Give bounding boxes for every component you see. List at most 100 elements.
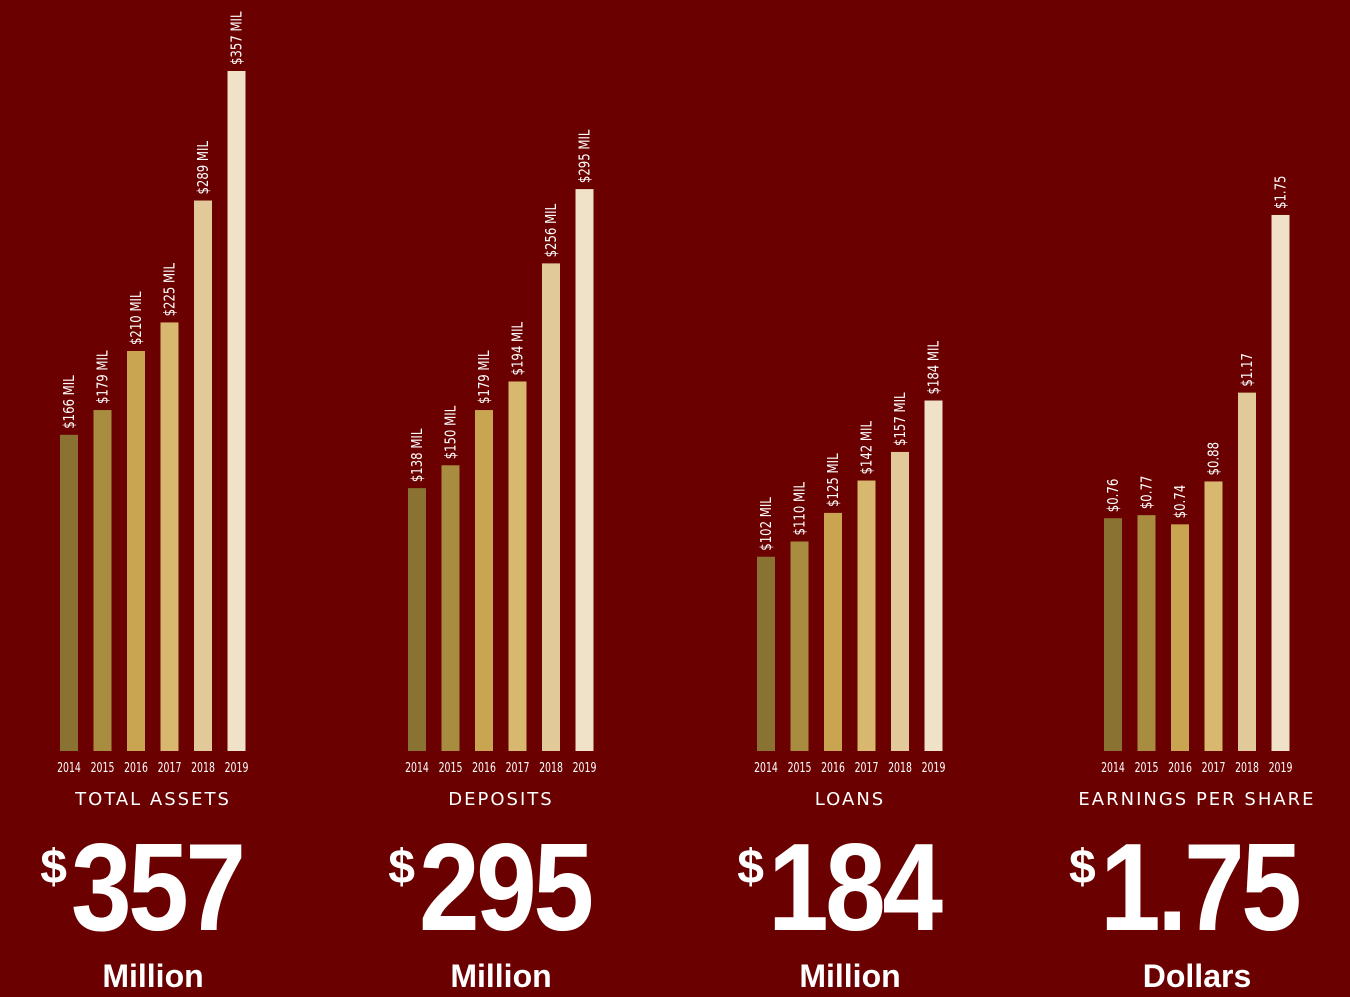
tick-label: 2014 bbox=[1101, 759, 1125, 775]
tick-label: 2016 bbox=[124, 759, 148, 775]
tick-label: 2019 bbox=[922, 759, 946, 775]
bar-2015 bbox=[1137, 515, 1156, 751]
bar-2018 bbox=[194, 200, 212, 751]
tick-label: 2019 bbox=[1269, 759, 1293, 775]
currency-symbol: $ bbox=[388, 841, 415, 894]
bar-2014 bbox=[60, 434, 78, 751]
tick-label: 2019 bbox=[225, 759, 249, 775]
tick-label: 2018 bbox=[1235, 759, 1259, 775]
tick-label: 2018 bbox=[888, 759, 912, 775]
total-assets-bars: 2014 $166 MIL 2015 $179 MIL 2016 $210 MIL 2017… bbox=[57, 11, 249, 775]
earnings-per-share-bars: 2014 $0.76 2015 $0.77 2016 $0.74 2017 $0.88 2018… bbox=[1101, 175, 1293, 775]
deposits-unit: Million bbox=[450, 958, 552, 994]
bar-2019 bbox=[575, 189, 594, 752]
bar-2015 bbox=[441, 465, 460, 751]
headline-value: 184 bbox=[767, 819, 943, 957]
bar-2018 bbox=[891, 451, 909, 751]
data-label: $256 MIL bbox=[544, 203, 561, 257]
data-label: $210 MIL bbox=[129, 291, 146, 345]
data-label: $1.75 bbox=[1273, 175, 1290, 208]
loans-label: LOANS bbox=[814, 789, 886, 810]
tick-label: 2014 bbox=[754, 759, 778, 775]
data-label: $357 MIL bbox=[229, 11, 246, 65]
data-label: $110 MIL bbox=[792, 482, 809, 536]
bar-2017 bbox=[857, 480, 876, 751]
bar-2014 bbox=[1104, 518, 1122, 751]
currency-symbol: $ bbox=[737, 841, 764, 894]
tick-label: 2017 bbox=[506, 759, 530, 775]
tick-label: 2019 bbox=[573, 759, 597, 775]
data-label: $0.77 bbox=[1139, 476, 1156, 509]
earnings-per-share-chart: 2014 $0.76 2015 $0.77 2016 $0.74 2017 $0.88 2018… bbox=[1047, 0, 1347, 997]
data-label: $142 MIL bbox=[859, 421, 876, 475]
bar-2016 bbox=[475, 410, 493, 751]
total-assets-label: TOTAL ASSETS bbox=[75, 789, 231, 810]
tick-label: 2017 bbox=[158, 759, 182, 775]
headline-value: 357 bbox=[70, 819, 246, 957]
bar-2015 bbox=[93, 410, 112, 751]
bar-2017 bbox=[1204, 481, 1223, 751]
loans-unit: Million bbox=[799, 958, 901, 994]
tick-label: 2015 bbox=[1135, 759, 1159, 775]
tick-label: 2017 bbox=[855, 759, 879, 775]
data-label: $289 MIL bbox=[196, 141, 213, 195]
headline-value: 295 bbox=[418, 819, 594, 957]
total-assets-headline: $357 bbox=[3, 826, 303, 950]
data-label: $138 MIL bbox=[410, 428, 427, 482]
data-label: $157 MIL bbox=[893, 392, 910, 446]
bar-2016 bbox=[824, 512, 842, 751]
bar-2019 bbox=[227, 71, 246, 751]
data-label: $295 MIL bbox=[577, 129, 594, 183]
data-label: $184 MIL bbox=[926, 341, 943, 395]
data-label: $0.76 bbox=[1106, 479, 1123, 512]
loans-headline: $184 bbox=[700, 826, 1000, 950]
bar-2019 bbox=[924, 400, 943, 751]
loans-chart: 2014 $102 MIL 2015 $110 MIL 2016 $125 MIL 2017… bbox=[700, 0, 1000, 997]
currency-symbol: $ bbox=[1068, 841, 1096, 894]
tick-label: 2016 bbox=[472, 759, 496, 775]
bar-2014 bbox=[408, 488, 426, 751]
bar-2016 bbox=[1171, 524, 1189, 751]
bar-2019 bbox=[1271, 214, 1290, 751]
deposits-label: DEPOSITS bbox=[448, 789, 554, 810]
bar-2017 bbox=[160, 322, 179, 751]
loans-bars: 2014 $102 MIL 2015 $110 MIL 2016 $125 MIL 2017… bbox=[754, 341, 946, 776]
deposits-headline: $295 bbox=[351, 826, 651, 950]
bar-2017 bbox=[508, 381, 527, 751]
tick-label: 2014 bbox=[405, 759, 429, 775]
tick-label: 2015 bbox=[439, 759, 463, 775]
data-label: $102 MIL bbox=[759, 497, 776, 551]
deposits-chart: 2014 $138 MIL 2015 $150 MIL 2016 $179 MIL 2017… bbox=[351, 0, 651, 997]
bar-2014 bbox=[757, 556, 775, 751]
earnings-per-share-unit: Dollars bbox=[1142, 958, 1252, 994]
bar-2018 bbox=[1238, 392, 1256, 751]
bar-2016 bbox=[127, 351, 145, 751]
data-label: $194 MIL bbox=[510, 322, 527, 376]
data-label: $166 MIL bbox=[62, 375, 79, 429]
tick-label: 2018 bbox=[191, 759, 215, 775]
earnings-per-share-headline: $1.75 bbox=[1047, 826, 1347, 950]
tick-label: 2018 bbox=[539, 759, 563, 775]
data-label: $1.17 bbox=[1240, 353, 1257, 386]
deposits-bars: 2014 $138 MIL 2015 $150 MIL 2016 $179 MIL 2017… bbox=[405, 129, 597, 775]
tick-label: 2017 bbox=[1202, 759, 1226, 775]
bar-2015 bbox=[790, 541, 809, 751]
tick-label: 2015 bbox=[788, 759, 812, 775]
data-label: $225 MIL bbox=[162, 262, 179, 316]
data-label: $0.88 bbox=[1206, 442, 1223, 475]
tick-label: 2014 bbox=[57, 759, 81, 775]
data-label: $125 MIL bbox=[826, 453, 843, 507]
data-label: $150 MIL bbox=[443, 405, 460, 459]
earnings-per-share-label: EARNINGS PER SHARE bbox=[1078, 789, 1316, 810]
total-assets-chart: 2014 $166 MIL 2015 $179 MIL 2016 $210 MIL 2017… bbox=[3, 0, 303, 997]
headline-value: 1.75 bbox=[1099, 819, 1302, 957]
tick-label: 2015 bbox=[91, 759, 115, 775]
tick-label: 2016 bbox=[1168, 759, 1192, 775]
data-label: $179 MIL bbox=[95, 350, 112, 404]
bar-2018 bbox=[542, 263, 560, 751]
currency-symbol: $ bbox=[40, 841, 67, 894]
data-label: $0.74 bbox=[1173, 485, 1190, 518]
total-assets-unit: Million bbox=[102, 958, 204, 994]
data-label: $179 MIL bbox=[477, 350, 494, 404]
